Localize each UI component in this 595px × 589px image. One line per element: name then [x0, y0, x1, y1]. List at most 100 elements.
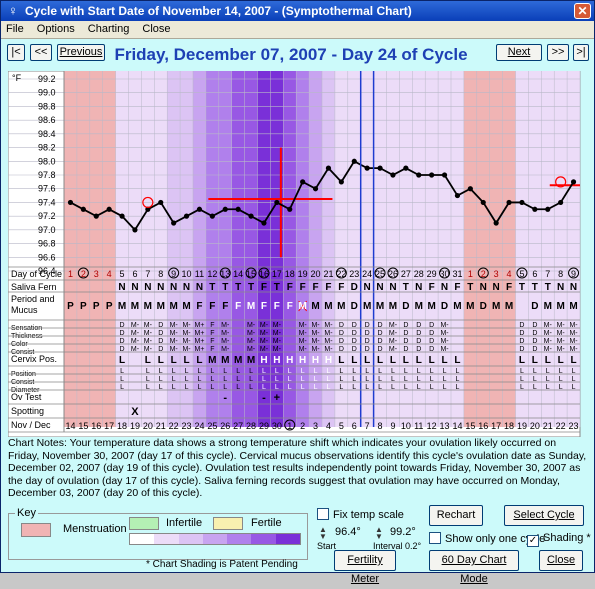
date-number: 13	[440, 421, 450, 431]
temp-tick-label: 97.4	[38, 197, 56, 207]
temperature-point	[532, 206, 538, 212]
first-cycle-button[interactable]: |<	[7, 44, 25, 61]
cervix-value: H	[286, 355, 293, 366]
column-shading	[438, 71, 451, 427]
menu-options[interactable]: Options	[36, 23, 75, 35]
close-button[interactable]: Close	[539, 550, 583, 571]
mucus-value: F	[222, 301, 228, 312]
show-one-cycle-box[interactable]	[429, 532, 441, 544]
mucus-detail: M-	[182, 322, 191, 329]
saliva-value: D	[351, 282, 358, 293]
menu-close[interactable]: Close	[142, 23, 171, 35]
mucus-value: M	[363, 301, 371, 312]
mucus-detail: M-	[557, 338, 566, 345]
mucus-value: M	[311, 301, 319, 312]
cervix-value: M	[208, 355, 216, 366]
saliva-value: T	[235, 282, 241, 293]
cervix-value: L	[546, 376, 550, 383]
mucus-value: F	[209, 301, 215, 312]
mucus-detail: M-	[247, 322, 256, 329]
date-number: 2	[300, 421, 305, 431]
cervix-value: L	[120, 376, 124, 383]
temp-tick-label: 98.8	[38, 101, 56, 111]
next-fast-button[interactable]: >>	[547, 44, 569, 61]
cervix-value: L	[301, 368, 305, 375]
day-circle	[77, 267, 89, 279]
shading-checkbox[interactable]: ✓ Shading *	[527, 532, 591, 547]
date-number: 15	[78, 421, 88, 431]
day-number: 31	[452, 269, 462, 279]
date-number: 22	[556, 421, 566, 431]
day-number: 2	[481, 269, 486, 279]
mucus-value: M	[324, 301, 332, 312]
prev-fast-button[interactable]: <<	[30, 44, 52, 61]
saliva-value: N	[441, 282, 448, 293]
show-one-cycle-checkbox[interactable]: Show only one cycle	[429, 532, 545, 545]
saliva-value: F	[261, 282, 267, 293]
mucus-detail: M-	[544, 346, 553, 353]
cervix-value: L	[404, 384, 408, 391]
menu-charting[interactable]: Charting	[87, 23, 130, 35]
fix-temp-box[interactable]	[317, 508, 329, 520]
mucus-detail: D	[158, 330, 163, 337]
rechart-button[interactable]: Rechart	[429, 505, 483, 526]
temperature-point	[506, 199, 512, 206]
window-title: Cycle with Start Date of November 14, 20…	[25, 4, 412, 18]
interval-spinner[interactable]: ▲ ▼	[375, 525, 383, 541]
next-button[interactable]: Next	[496, 44, 542, 61]
day-number: 19	[298, 269, 308, 279]
mucus-detail: M-	[324, 346, 333, 353]
mucus-detail: M-	[389, 322, 398, 329]
temperature-point	[312, 186, 319, 192]
close-window-button[interactable]: ✕	[574, 3, 591, 19]
date-number: 29	[259, 421, 269, 431]
mucus-detail: M+	[194, 346, 204, 353]
mucus-detail: M-	[260, 338, 269, 345]
date-number: 28	[246, 421, 256, 431]
last-cycle-button[interactable]: >|	[573, 44, 589, 61]
mucus-detail: D	[429, 322, 434, 329]
cervix-value: L	[351, 355, 357, 366]
cervix-value: L	[455, 368, 459, 375]
day-circle	[387, 267, 399, 279]
cervix-value: L	[326, 376, 330, 383]
day-number: 20	[311, 269, 321, 279]
select-cycle-button[interactable]: Select Cycle	[504, 505, 584, 526]
row-label-mucus: Period and	[11, 294, 55, 304]
date-number: 16	[478, 421, 488, 431]
cervix-value: L	[210, 368, 214, 375]
menu-file[interactable]: File	[6, 23, 24, 35]
fertility-meter-button[interactable]: Fertility Meter	[334, 550, 396, 585]
shading-box[interactable]: ✓	[527, 535, 539, 547]
temperature-point	[300, 179, 306, 185]
cervix-value: L	[301, 384, 305, 391]
fix-temp-checkbox[interactable]: Fix temp scale	[317, 508, 404, 521]
cervix-value: L	[145, 355, 151, 366]
mucus-detail: D	[158, 322, 163, 329]
cervix-value: L	[314, 384, 318, 391]
cervix-value: L	[314, 376, 318, 383]
cervix-value: L	[416, 355, 422, 366]
mucus-detail: D	[532, 322, 537, 329]
day-number: 10	[182, 269, 192, 279]
cervix-value: L	[417, 384, 421, 391]
day-circle	[516, 267, 528, 279]
row-label-cervix: Cervix Pos.	[11, 354, 57, 364]
date-number: 6	[352, 421, 357, 431]
start-spinner[interactable]: ▲ ▼	[319, 525, 327, 541]
cervix-value: L	[197, 368, 201, 375]
mucus-detail: M-	[273, 346, 282, 353]
shading-gradient	[129, 533, 301, 545]
mucus-detail: M-	[221, 346, 230, 353]
mucus-detail: D	[403, 346, 408, 353]
mucus-detail: M-	[389, 338, 398, 345]
chart-notes: Chart Notes: Your temperature data shows…	[8, 437, 587, 499]
column-shading	[76, 71, 90, 427]
mucus-detail: D	[519, 330, 524, 337]
spotting-value: X	[131, 406, 139, 418]
column-shading	[489, 71, 503, 427]
mucus-detail: M-	[170, 330, 179, 337]
row-label-spotting: Spotting	[11, 406, 44, 416]
sixty-day-mode-button[interactable]: 60 Day Chart Mode	[429, 550, 519, 585]
previous-button[interactable]: Previous	[57, 44, 105, 61]
